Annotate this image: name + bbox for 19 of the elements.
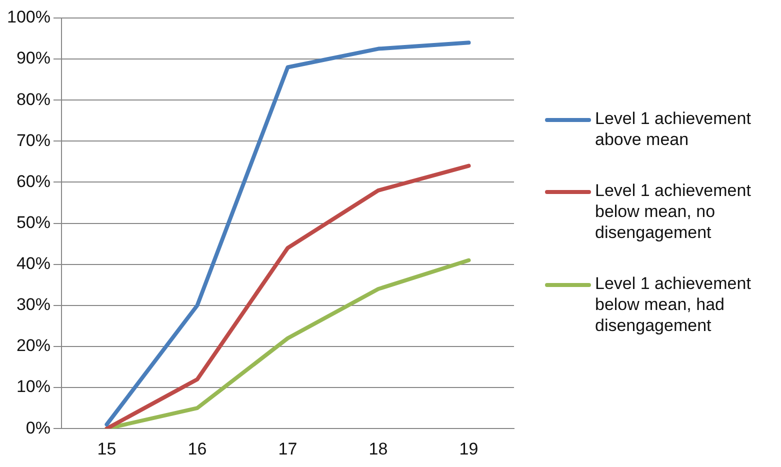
y-tick-label: 100% (6, 8, 50, 27)
y-tick-label: 40% (16, 254, 50, 274)
legend-label: Level 1 achievement below mean, no disengagement (595, 180, 752, 243)
y-tick-label: 50% (16, 212, 50, 232)
y-tick-label: 70% (16, 130, 50, 150)
legend-label: Level 1 achievement above mean (595, 108, 752, 150)
x-tick-label: 18 (368, 439, 388, 458)
x-tick-label: 16 (188, 439, 207, 458)
x-tick-label: 15 (97, 439, 116, 458)
x-tick-label: 17 (278, 439, 298, 458)
legend-label: Level 1 achievement below mean, had disengagement (595, 273, 752, 336)
x-tick-label: 19 (459, 439, 478, 458)
y-tick-label: 60% (16, 172, 50, 191)
y-tick-label: 10% (16, 377, 50, 396)
y-tick-label: 80% (16, 90, 50, 109)
y-tick-label: 0% (26, 418, 50, 438)
y-tick-label: 90% (16, 48, 50, 68)
y-tick-label: 20% (16, 336, 50, 356)
y-tick-label: 30% (16, 295, 50, 314)
